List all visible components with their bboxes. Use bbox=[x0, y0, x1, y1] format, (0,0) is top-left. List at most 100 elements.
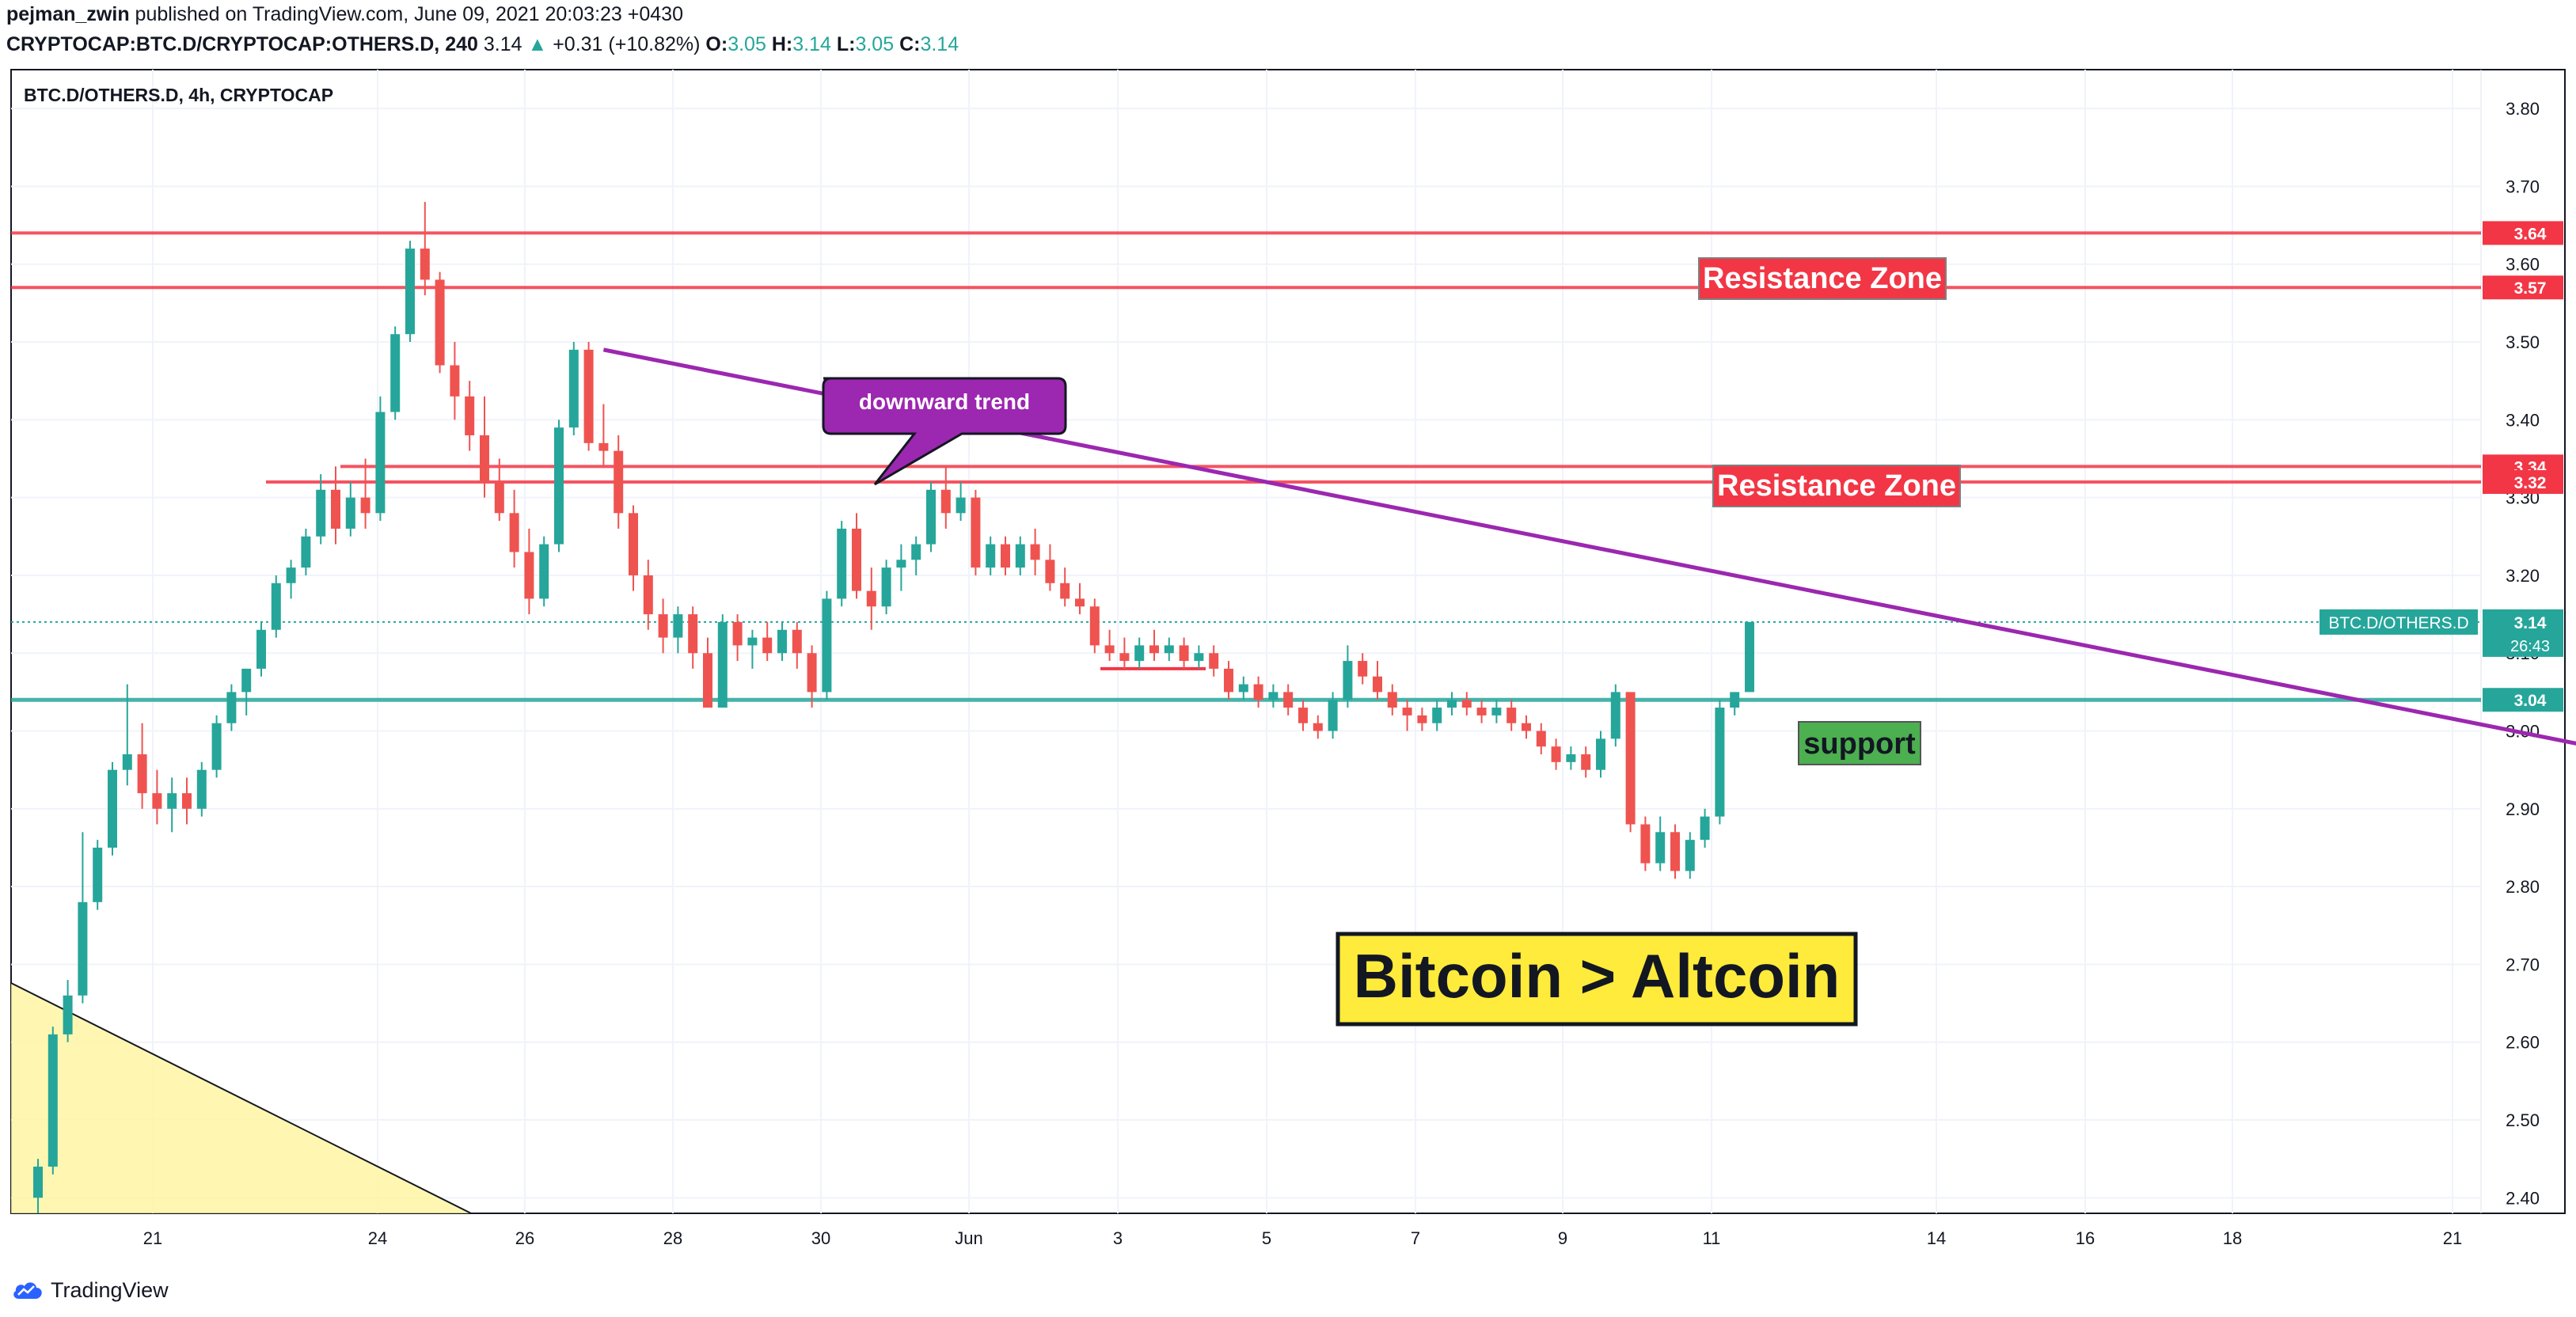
candle-down[interactable] bbox=[1075, 598, 1085, 607]
candle-down[interactable] bbox=[1119, 653, 1130, 662]
candle-up[interactable] bbox=[1343, 661, 1353, 700]
candle-up[interactable] bbox=[78, 901, 88, 996]
candle-up[interactable] bbox=[167, 793, 177, 809]
candle-down[interactable] bbox=[762, 637, 773, 654]
candle-up[interactable] bbox=[539, 544, 549, 599]
candle-down[interactable] bbox=[866, 590, 876, 607]
candle-down[interactable] bbox=[1253, 684, 1263, 700]
candle-up[interactable] bbox=[33, 1167, 43, 1198]
candle-up[interactable] bbox=[1685, 840, 1695, 871]
candle-down[interactable] bbox=[152, 793, 162, 809]
candle-up[interactable] bbox=[568, 349, 579, 428]
candle-down[interactable] bbox=[1179, 645, 1189, 662]
candle-down[interactable] bbox=[1373, 676, 1382, 693]
candle-down[interactable] bbox=[1522, 723, 1531, 731]
candle-up[interactable] bbox=[1164, 645, 1174, 654]
downward-trendline[interactable] bbox=[602, 347, 2576, 1004]
candle-up[interactable] bbox=[226, 692, 237, 723]
candle-up[interactable] bbox=[1015, 544, 1025, 568]
candle-up[interactable] bbox=[956, 497, 966, 514]
candle-up[interactable] bbox=[911, 544, 921, 560]
candle-down[interactable] bbox=[971, 497, 981, 568]
candle-up[interactable] bbox=[301, 536, 311, 568]
candle-down[interactable] bbox=[1536, 731, 1546, 747]
candle-up[interactable] bbox=[1730, 692, 1740, 708]
candle-up[interactable] bbox=[271, 583, 281, 630]
candle-up[interactable] bbox=[1134, 645, 1145, 662]
candle-up[interactable] bbox=[896, 560, 906, 568]
candle-down[interactable] bbox=[688, 614, 698, 654]
candle-up[interactable] bbox=[316, 489, 326, 537]
candle-up[interactable] bbox=[375, 412, 386, 514]
candle-down[interactable] bbox=[1506, 708, 1517, 723]
candle-up[interactable] bbox=[1596, 738, 1605, 770]
candle-down[interactable] bbox=[1313, 723, 1323, 731]
candle-up[interactable] bbox=[108, 769, 117, 848]
candle-down[interactable] bbox=[1030, 544, 1040, 560]
candle-down[interactable] bbox=[480, 435, 489, 482]
candle-down[interactable] bbox=[792, 629, 802, 654]
candle-down[interactable] bbox=[1670, 832, 1680, 871]
candle-up[interactable] bbox=[1566, 754, 1576, 762]
candle-down[interactable] bbox=[1476, 708, 1487, 715]
candle-up[interactable] bbox=[926, 489, 936, 545]
candle-down[interactable] bbox=[1551, 746, 1561, 762]
candle-up[interactable] bbox=[747, 637, 758, 646]
candle-up[interactable] bbox=[822, 598, 832, 693]
candle-down[interactable] bbox=[435, 279, 445, 366]
candle-up[interactable] bbox=[673, 614, 683, 638]
candle-down[interactable] bbox=[852, 528, 861, 591]
candle-down[interactable] bbox=[450, 365, 460, 397]
candle-down[interactable] bbox=[1417, 715, 1427, 723]
candle-down[interactable] bbox=[1625, 692, 1636, 825]
candle-up[interactable] bbox=[1655, 832, 1666, 863]
candle-up[interactable] bbox=[405, 249, 415, 335]
candle-down[interactable] bbox=[583, 349, 594, 443]
candle-down[interactable] bbox=[509, 513, 519, 552]
candle-down[interactable] bbox=[331, 489, 340, 529]
candle-up[interactable] bbox=[1745, 621, 1754, 693]
candle-down[interactable] bbox=[1060, 583, 1070, 599]
candle-up[interactable] bbox=[881, 567, 891, 607]
candle-down[interactable] bbox=[524, 552, 534, 599]
candle-down[interactable] bbox=[360, 497, 370, 514]
candle-down[interactable] bbox=[182, 793, 192, 809]
candle-down[interactable] bbox=[494, 481, 504, 514]
candle-down[interactable] bbox=[807, 653, 817, 693]
candle-up[interactable] bbox=[1491, 708, 1502, 715]
candle-up[interactable] bbox=[554, 427, 564, 545]
candle-down[interactable] bbox=[1358, 661, 1368, 677]
candle-up[interactable] bbox=[1328, 700, 1338, 731]
candle-down[interactable] bbox=[420, 249, 430, 280]
candle-up[interactable] bbox=[345, 497, 355, 529]
candle-up[interactable] bbox=[1715, 708, 1725, 817]
candle-up[interactable] bbox=[122, 754, 132, 770]
candle-down[interactable] bbox=[137, 754, 147, 794]
candle-up[interactable] bbox=[390, 334, 401, 412]
candle-down[interactable] bbox=[940, 489, 951, 514]
candle-down[interactable] bbox=[465, 396, 475, 436]
candle-up[interactable] bbox=[777, 629, 787, 654]
candle-down[interactable] bbox=[1104, 645, 1115, 654]
candle-down[interactable] bbox=[1640, 824, 1651, 863]
candle-down[interactable] bbox=[1461, 700, 1472, 708]
candle-down[interactable] bbox=[1149, 645, 1159, 654]
tradingview-logo[interactable]: TradingView bbox=[11, 1276, 169, 1304]
candle-down[interactable] bbox=[1402, 708, 1412, 715]
candle-up[interactable] bbox=[286, 567, 296, 583]
candle-up[interactable] bbox=[986, 544, 996, 568]
candle-down[interactable] bbox=[1298, 708, 1308, 723]
author-name[interactable]: pejman_zwin bbox=[6, 3, 130, 25]
candle-up[interactable] bbox=[837, 528, 847, 599]
candle-up[interactable] bbox=[1447, 700, 1457, 708]
candle-down[interactable] bbox=[629, 513, 638, 575]
candle-down[interactable] bbox=[732, 621, 743, 646]
candle-up[interactable] bbox=[1432, 708, 1442, 723]
candle-down[interactable] bbox=[1045, 560, 1055, 583]
candle-up[interactable] bbox=[1194, 653, 1204, 662]
candle-down[interactable] bbox=[1209, 653, 1219, 669]
candle-down[interactable] bbox=[1283, 692, 1294, 708]
candle-up[interactable] bbox=[211, 723, 222, 770]
candle-up[interactable] bbox=[196, 769, 207, 809]
